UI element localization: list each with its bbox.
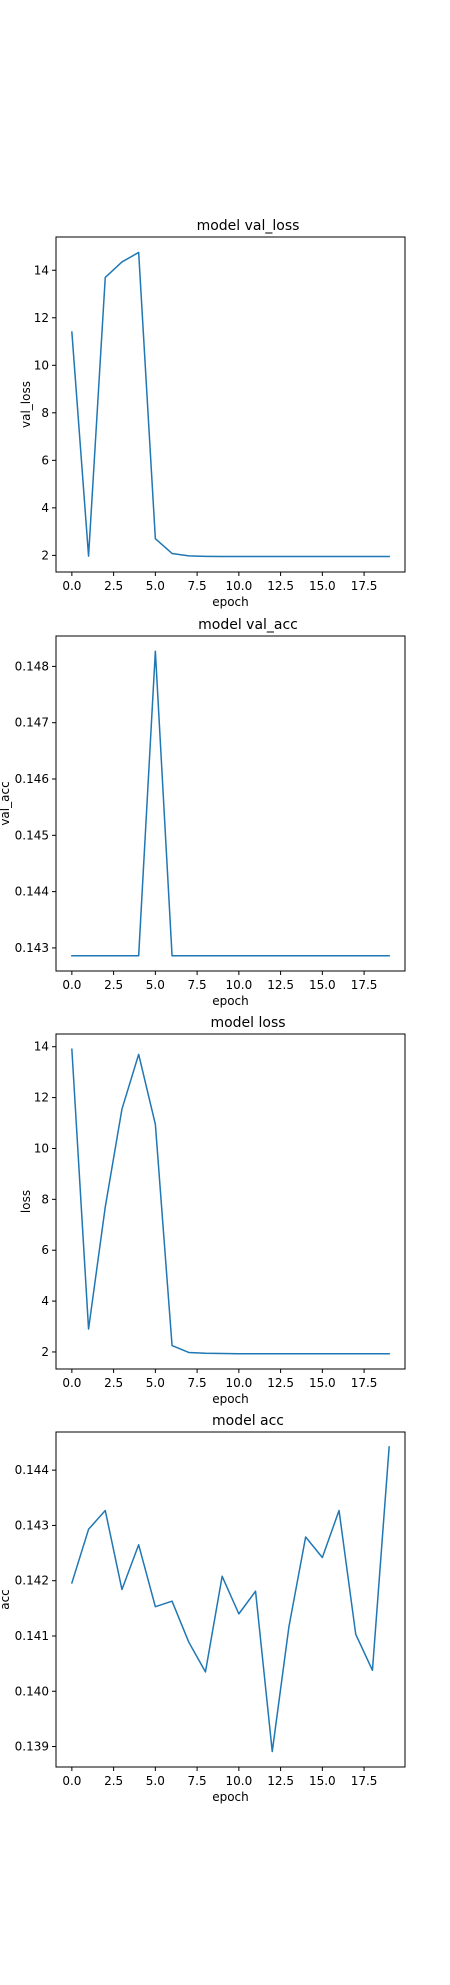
chart-acc: model acc acc epoch 0.0 2.5 5.0 7.5 10.0 12.5… (0, 1413, 406, 1804)
x-tick-label: 17.5 (351, 978, 378, 992)
y-tick-label: 8 (41, 406, 49, 420)
x-tick-label: 0.0 (62, 978, 81, 992)
chart-title: model loss (210, 1015, 285, 1031)
x-tick-label: 7.5 (188, 978, 207, 992)
x-tick-label: 5.0 (146, 579, 165, 593)
y-ticks: 2 4 6 8 10 12 14 (34, 263, 56, 562)
y-tick-label: 6 (41, 1243, 49, 1257)
plot-frame (55, 1033, 406, 1370)
y-tick-label: 0.144 (15, 1463, 49, 1477)
x-tick-label: 7.5 (188, 579, 207, 593)
x-axis-label: epoch (212, 1392, 249, 1406)
y-tick-label: 12 (34, 1091, 49, 1105)
x-tick-label: 0.0 (62, 579, 81, 593)
y-tick-label: 6 (41, 453, 49, 467)
y-tick-label: 4 (41, 1294, 49, 1308)
x-tick-label: 2.5 (104, 579, 123, 593)
y-tick-label: 14 (34, 1040, 49, 1054)
y-tick-label: 10 (34, 1141, 49, 1155)
x-tick-label: 12.5 (267, 978, 294, 992)
x-ticks: 0.0 2.5 5.0 7.5 10.0 12.5 15.0 17.5 (62, 572, 377, 593)
y-tick-label: 2 (41, 1345, 49, 1359)
y-tick-label: 0.145 (15, 828, 49, 842)
y-axis-label: loss (19, 1190, 33, 1213)
x-tick-label: 10.0 (225, 1774, 252, 1788)
y-axis-label: val_loss (19, 381, 33, 428)
y-ticks: 2 4 6 8 10 12 14 (34, 1040, 56, 1359)
y-tick-label: 0.147 (15, 716, 49, 730)
y-axis-label: val_acc (0, 781, 12, 825)
x-tick-label: 15.0 (309, 978, 336, 992)
chart-title: model val_acc (198, 617, 298, 633)
y-tick-label: 12 (34, 311, 49, 325)
y-tick-label: 0.143 (15, 941, 49, 955)
chart-val-acc: model val_acc val_acc epoch 0.0 2.5 5.0 7.5… (0, 617, 406, 1008)
x-tick-label: 15.0 (309, 579, 336, 593)
y-tick-label: 0.143 (15, 1518, 49, 1532)
series-line-val-acc (71, 650, 390, 957)
chart-loss: model loss loss epoch 0.0 2.5 5.0 7.5 10.0 12… (19, 1015, 406, 1406)
x-tick-label: 0.0 (62, 1376, 81, 1390)
x-tick-label: 2.5 (104, 1774, 123, 1788)
x-tick-label: 2.5 (104, 1376, 123, 1390)
x-ticks: 0.0 2.5 5.0 7.5 10.0 12.5 15.0 17.5 (62, 1767, 377, 1788)
plot-frame (55, 236, 406, 573)
y-tick-label: 0.148 (15, 659, 49, 673)
series-line-loss (71, 1048, 390, 1355)
y-tick-label: 0.142 (15, 1574, 49, 1588)
y-tick-label: 0.144 (15, 885, 49, 899)
x-axis-label: epoch (212, 994, 249, 1008)
chart-title: model acc (212, 1413, 284, 1429)
x-tick-label: 0.0 (62, 1774, 81, 1788)
chart-title: model val_loss (197, 218, 300, 234)
y-ticks: 0.143 0.144 0.145 0.146 0.147 0.148 (15, 659, 56, 955)
x-tick-label: 5.0 (146, 1376, 165, 1390)
x-tick-label: 17.5 (351, 1376, 378, 1390)
y-tick-label: 0.140 (15, 1684, 49, 1698)
x-tick-label: 5.0 (146, 1774, 165, 1788)
x-tick-label: 17.5 (351, 579, 378, 593)
x-tick-label: 5.0 (146, 978, 165, 992)
y-tick-label: 2 (41, 548, 49, 562)
y-tick-label: 8 (41, 1192, 49, 1206)
series-line-acc (70, 1446, 390, 1753)
x-tick-label: 7.5 (188, 1376, 207, 1390)
x-tick-label: 2.5 (104, 978, 123, 992)
y-tick-label: 4 (41, 501, 49, 515)
x-tick-label: 15.0 (309, 1376, 336, 1390)
y-tick-label: 0.146 (15, 772, 49, 786)
y-tick-label: 14 (34, 263, 49, 277)
chart-val-loss: model val_loss val_loss epoch 0.0 2.5 5.0 7… (19, 218, 406, 609)
x-tick-label: 17.5 (351, 1774, 378, 1788)
x-tick-label: 10.0 (225, 1376, 252, 1390)
x-tick-label: 12.5 (267, 1774, 294, 1788)
y-axis-label: acc (0, 1589, 12, 1610)
x-axis-label: epoch (212, 595, 249, 609)
x-tick-label: 12.5 (267, 1376, 294, 1390)
x-tick-label: 10.0 (225, 978, 252, 992)
x-tick-label: 10.0 (225, 579, 252, 593)
plot-frame (55, 635, 406, 972)
x-ticks: 0.0 2.5 5.0 7.5 10.0 12.5 15.0 17.5 (62, 971, 377, 992)
y-ticks: 0.139 0.140 0.141 0.142 0.143 0.144 (15, 1463, 56, 1754)
y-tick-label: 10 (34, 358, 49, 372)
series-line-val-loss (71, 251, 390, 558)
plot-frame (55, 1431, 406, 1768)
y-tick-label: 0.139 (15, 1740, 49, 1754)
x-ticks: 0.0 2.5 5.0 7.5 10.0 12.5 15.0 17.5 (62, 1369, 377, 1390)
x-axis-label: epoch (212, 1790, 249, 1804)
x-tick-label: 7.5 (188, 1774, 207, 1788)
x-tick-label: 15.0 (309, 1774, 336, 1788)
x-tick-label: 12.5 (267, 579, 294, 593)
y-tick-label: 0.141 (15, 1629, 49, 1643)
